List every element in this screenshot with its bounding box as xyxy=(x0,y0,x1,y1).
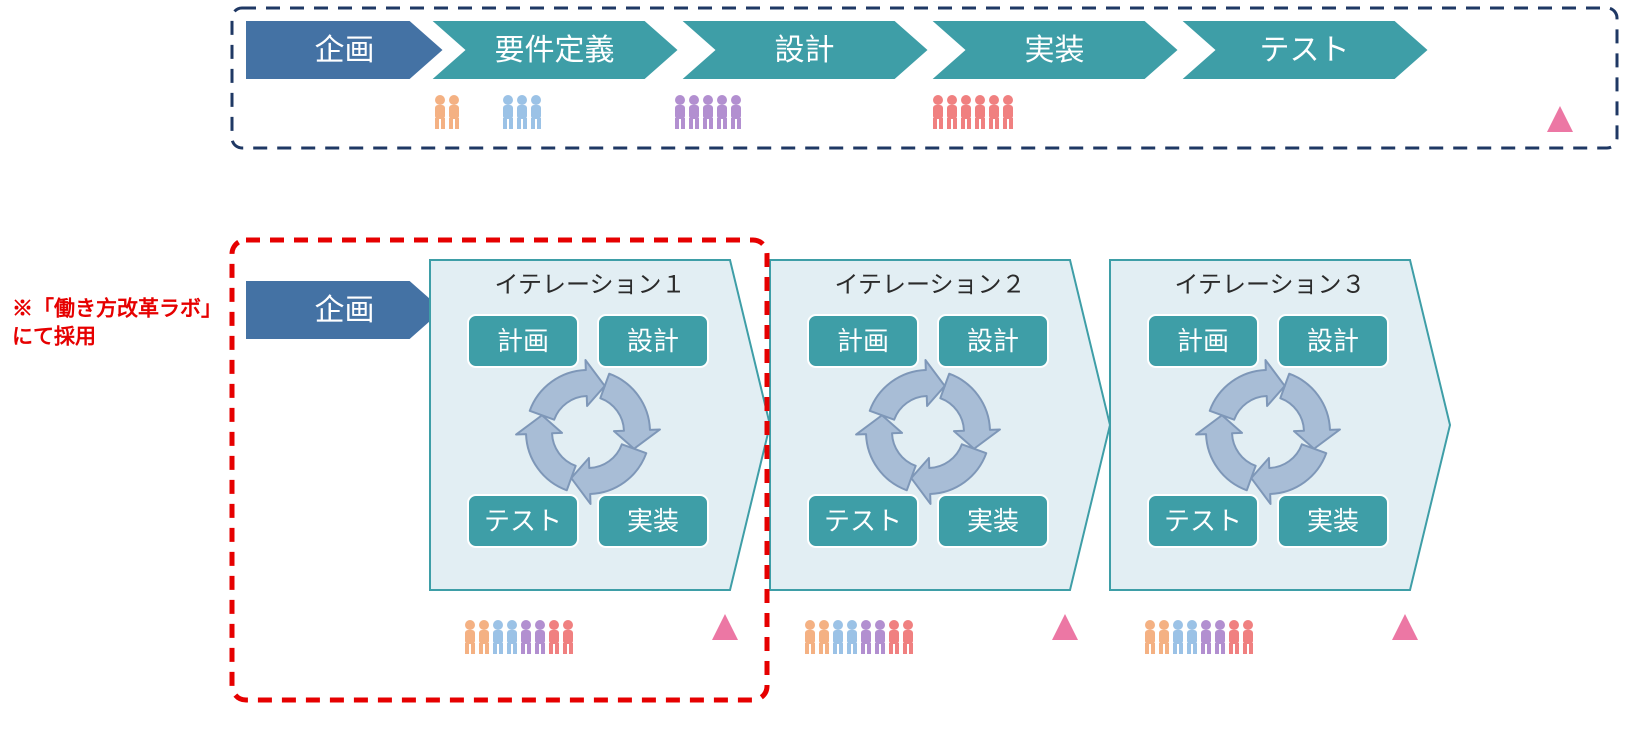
waterfall-phase-label: 企画 xyxy=(315,34,375,67)
person-icon xyxy=(1243,620,1253,654)
agile-section: 企画イテレーション１計画設計テスト実装イテレーション２計画設計テスト実装イテレー… xyxy=(232,240,1450,700)
iteration-sub-label: 実装 xyxy=(967,506,1019,536)
iteration-sub-label: 設計 xyxy=(1307,326,1359,356)
person-icon xyxy=(531,95,541,129)
person-icon xyxy=(1173,620,1183,654)
person-icon xyxy=(535,620,545,654)
agile-planning-label: 企画 xyxy=(315,294,375,327)
people-group xyxy=(805,620,913,654)
person-icon xyxy=(563,620,573,654)
diagram-canvas: 企画要件定義設計実装テスト※「働き方改革ラボ」 にて採用企画イテレーション１計画… xyxy=(0,0,1637,739)
people-group xyxy=(933,95,1013,129)
iteration-title: イテレーション２ xyxy=(834,271,1025,298)
person-icon xyxy=(933,95,943,129)
person-icon xyxy=(805,620,815,654)
iteration-sub-label: 設計 xyxy=(967,326,1019,356)
iteration-sub-label: 実装 xyxy=(627,506,679,536)
iteration-sub-label: 計画 xyxy=(497,326,549,356)
person-icon xyxy=(847,620,857,654)
iteration-sub-label: 計画 xyxy=(1177,326,1229,356)
person-icon xyxy=(1159,620,1169,654)
iteration-sub-label: テスト xyxy=(824,506,902,536)
iteration-sub-label: 実装 xyxy=(1307,506,1359,536)
person-icon xyxy=(493,620,503,654)
waterfall-section: 企画 要件定義 設計 実装 テスト xyxy=(232,8,1617,148)
iteration-sub-label: 設計 xyxy=(627,326,679,356)
iteration-title: イテレーション１ xyxy=(494,271,685,298)
person-icon xyxy=(465,620,475,654)
person-icon xyxy=(731,95,741,129)
person-icon xyxy=(507,620,517,654)
person-icon xyxy=(675,95,685,129)
person-icon xyxy=(961,95,971,129)
person-icon xyxy=(989,95,999,129)
person-icon xyxy=(449,95,459,129)
adoption-note-line: にて採用 xyxy=(12,326,96,349)
iteration-1: イテレーション１ 計画 設計テスト 実装 xyxy=(430,260,770,590)
person-icon xyxy=(903,620,913,654)
waterfall-phase-label: 要件定義 xyxy=(495,34,615,67)
release-marker-icon xyxy=(712,614,738,640)
person-icon xyxy=(819,620,829,654)
person-icon xyxy=(435,95,445,129)
person-icon xyxy=(689,95,699,129)
person-icon xyxy=(521,620,531,654)
iteration-sub-label: テスト xyxy=(1164,506,1242,536)
person-icon xyxy=(503,95,513,129)
people-group xyxy=(1145,620,1253,654)
people-group xyxy=(503,95,541,129)
adoption-note-line: ※「働き方改革ラボ」 xyxy=(12,297,222,321)
person-icon xyxy=(717,95,727,129)
person-icon xyxy=(975,95,985,129)
person-icon xyxy=(549,620,559,654)
person-icon xyxy=(1229,620,1239,654)
person-icon xyxy=(1003,95,1013,129)
waterfall-phase-label: 実装 xyxy=(1025,34,1085,67)
release-marker-icon xyxy=(1392,614,1418,640)
iteration-2: イテレーション２ 計画 設計テスト 実装 xyxy=(770,260,1110,590)
person-icon xyxy=(1187,620,1197,654)
person-icon xyxy=(1201,620,1211,654)
release-marker-icon xyxy=(1052,614,1078,640)
people-group xyxy=(465,620,573,654)
person-icon xyxy=(1145,620,1155,654)
person-icon xyxy=(889,620,899,654)
person-icon xyxy=(703,95,713,129)
waterfall-phase-label: テスト xyxy=(1260,34,1350,67)
waterfall-phase-label: 設計 xyxy=(775,34,835,67)
person-icon xyxy=(861,620,871,654)
iteration-title: イテレーション３ xyxy=(1174,271,1365,298)
person-icon xyxy=(479,620,489,654)
person-icon xyxy=(517,95,527,129)
person-icon xyxy=(947,95,957,129)
people-group xyxy=(435,95,459,129)
iteration-sub-label: 計画 xyxy=(837,326,889,356)
iteration-sub-label: テスト xyxy=(484,506,562,536)
adoption-note: ※「働き方改革ラボ」 にて採用 xyxy=(12,297,222,349)
person-icon xyxy=(875,620,885,654)
release-marker-icon xyxy=(1547,106,1573,132)
people-group xyxy=(675,95,741,129)
person-icon xyxy=(1215,620,1225,654)
person-icon xyxy=(833,620,843,654)
iteration-3: イテレーション３ 計画 設計テスト 実装 xyxy=(1110,260,1450,590)
